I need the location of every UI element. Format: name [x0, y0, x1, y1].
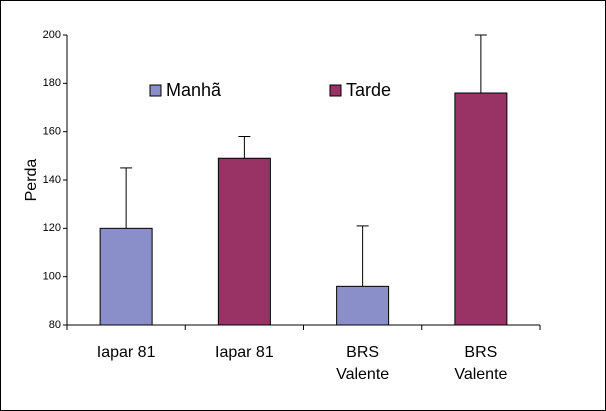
y-tick-label: 120 — [43, 222, 61, 234]
y-tick-label: 80 — [49, 319, 61, 331]
x-tick-label: BRS Valente — [336, 344, 390, 383]
y-tick-label: 200 — [43, 29, 61, 41]
legend-label: Manhã — [166, 80, 222, 100]
bar — [217, 157, 271, 326]
y-tick-label: 100 — [43, 271, 61, 283]
legend-swatch — [329, 84, 342, 97]
x-tick-label: Iapar 81 — [96, 344, 156, 361]
x-tick-label: BRS Valente — [454, 344, 508, 383]
bar — [99, 227, 153, 326]
bar — [336, 285, 390, 326]
legend-swatch — [149, 84, 162, 97]
bar — [454, 92, 508, 326]
y-tick-label: 140 — [43, 174, 61, 186]
x-tick-label: Iapar 81 — [215, 344, 274, 361]
y-tick-label: 180 — [43, 77, 61, 89]
y-tick-label: 160 — [43, 126, 61, 138]
y-axis-label: Perda — [23, 159, 40, 202]
legend-label: Tarde — [346, 80, 391, 100]
